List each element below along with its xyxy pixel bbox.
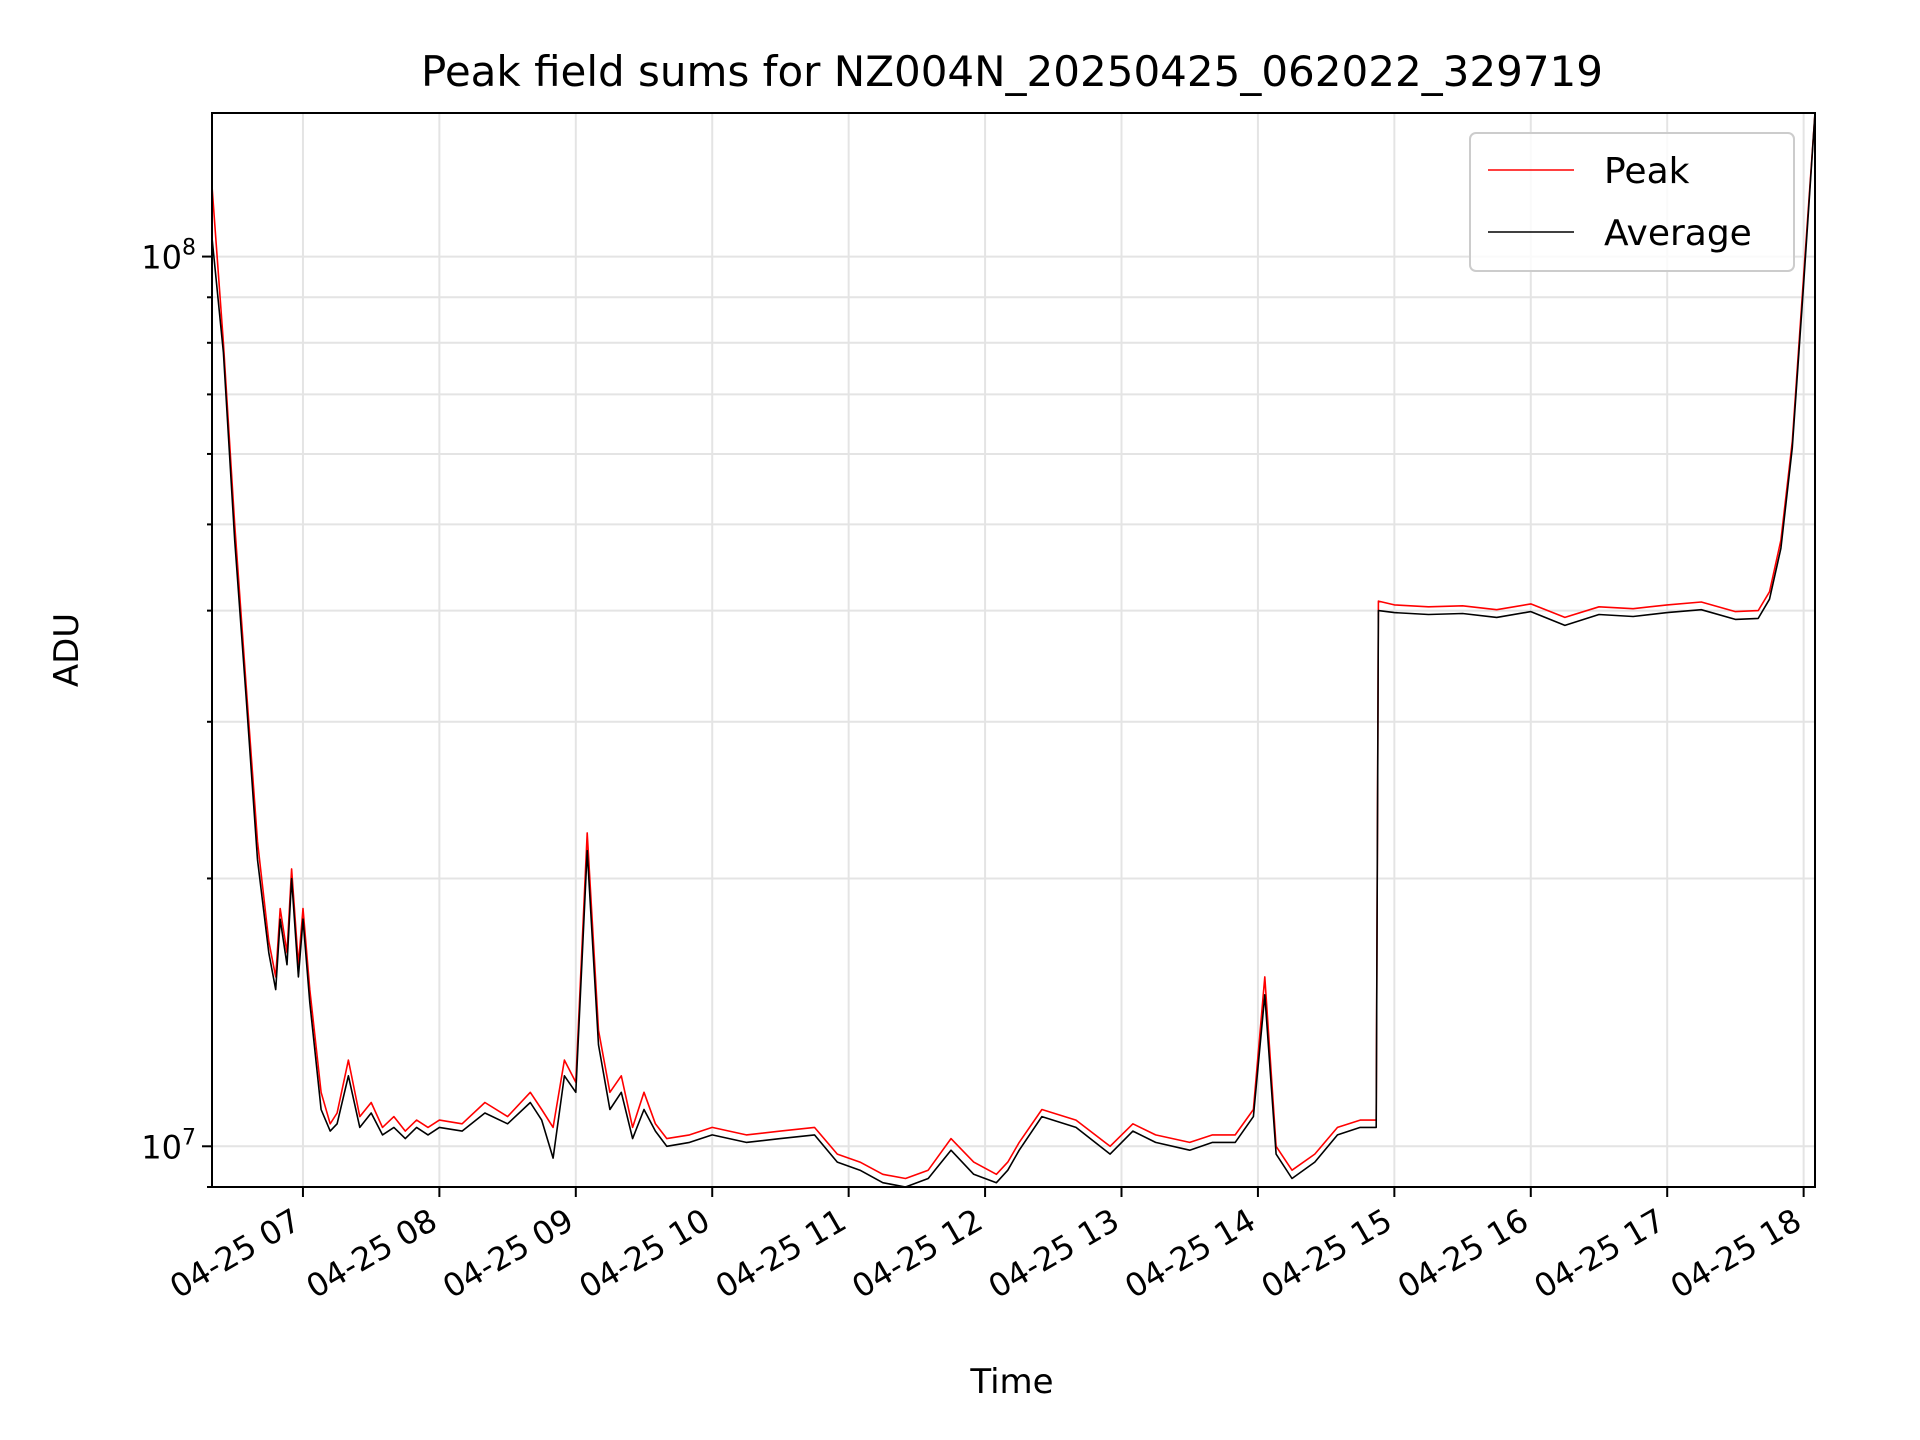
- legend-label-peak: Peak: [1604, 151, 1690, 192]
- chart-title: Peak field sums for NZ004N_20250425_0620…: [421, 47, 1603, 96]
- y-tick-label-base: 10: [141, 239, 182, 277]
- y-tick-label-exponent: 7: [182, 1125, 196, 1150]
- legend: Peak Average: [1469, 132, 1795, 272]
- plot-area-frame: [211, 112, 1816, 1188]
- y-axis-label: ADU: [47, 613, 87, 687]
- y-tick-label-exponent: 8: [182, 236, 196, 261]
- y-tick-label: 108: [141, 236, 196, 277]
- y-tick-label: 107: [141, 1125, 196, 1166]
- legend-box: [1469, 132, 1795, 272]
- x-axis-label: Time: [969, 1362, 1053, 1402]
- series-lines: [212, 113, 1815, 1187]
- series-line-average: [212, 113, 1815, 1187]
- y-tick-label-base: 10: [141, 1128, 182, 1166]
- series-line-peak: [212, 113, 1815, 1180]
- legend-label-average: Average: [1604, 213, 1752, 254]
